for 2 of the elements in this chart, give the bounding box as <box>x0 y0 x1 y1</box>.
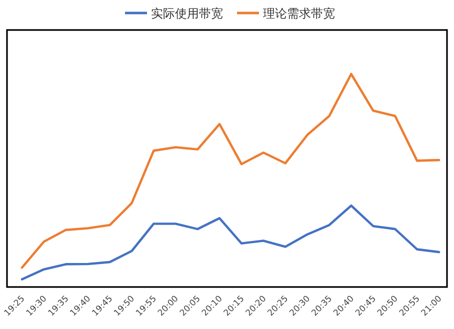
legend-label: 实际使用带宽 <box>151 6 223 20</box>
legend-label: 理论需求带宽 <box>263 6 335 20</box>
